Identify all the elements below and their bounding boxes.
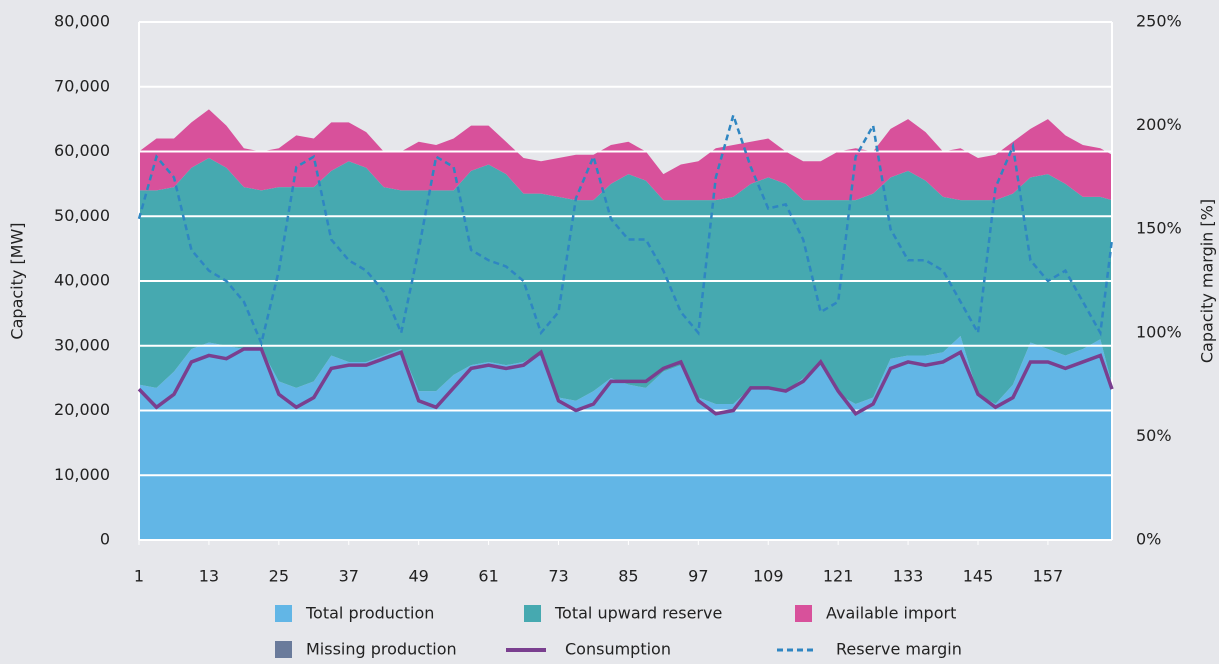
legend-item: Reserve margin — [777, 640, 962, 659]
y2-tick-label: 50% — [1136, 426, 1172, 445]
x-tick-label: 133 — [893, 567, 924, 586]
x-tick-label: 13 — [199, 567, 219, 586]
legend-swatch — [275, 641, 292, 658]
legend-item: Available import — [795, 604, 956, 623]
y-tick-label: 70,000 — [54, 76, 110, 95]
line — [137, 347, 1114, 416]
y2-tick-label: 150% — [1136, 219, 1182, 238]
x-tick-label: 145 — [963, 567, 994, 586]
y-tick-label: 10,000 — [54, 465, 110, 484]
x-tick-label: 97 — [688, 567, 708, 586]
legend-label: Reserve margin — [836, 640, 962, 659]
legend-label: Total production — [305, 604, 434, 623]
area — [139, 336, 1112, 540]
legend-item: Missing production — [275, 640, 457, 659]
legend-swatch — [524, 605, 541, 622]
x-tick-label: 157 — [1033, 567, 1064, 586]
x-tick-label: 25 — [269, 567, 289, 586]
y2-axis-label: Capacity margin [%] — [1198, 199, 1217, 363]
legend-label: Consumption — [565, 640, 671, 659]
x-tick-label: 1 — [134, 567, 144, 586]
y2-tick-label: 0% — [1136, 530, 1161, 549]
x-tick-label: 61 — [478, 567, 498, 586]
x-tick-label: 85 — [618, 567, 638, 586]
x-tick-label: 49 — [408, 567, 428, 586]
y-tick-label: 50,000 — [54, 206, 110, 225]
y-tick-label: 60,000 — [54, 141, 110, 160]
y2-tick-label: 250% — [1136, 12, 1182, 31]
x-tick-label: 109 — [753, 567, 784, 586]
legend-swatch — [275, 605, 292, 622]
y-tick-label: 0 — [100, 530, 110, 549]
y2-tick-label: 100% — [1136, 322, 1182, 341]
legend-swatch — [795, 605, 812, 622]
y-axis-label: Capacity [MW] — [8, 222, 27, 339]
y-tick-label: 40,000 — [54, 271, 110, 290]
legend-item: Consumption — [506, 640, 671, 659]
y-tick-label: 30,000 — [54, 335, 110, 354]
y2-tick-label: 200% — [1136, 115, 1182, 134]
legend-label: Missing production — [306, 640, 457, 659]
legend-item: Total upward reserve — [524, 604, 722, 623]
x-tick-label: 121 — [823, 567, 854, 586]
x-tick-label: 73 — [548, 567, 568, 586]
dashed-line — [137, 111, 1114, 348]
legend-item: Total production — [275, 604, 434, 623]
area — [139, 109, 1112, 201]
legend-label: Available import — [826, 604, 956, 623]
y-tick-label: 20,000 — [54, 400, 110, 419]
legend-label: Total upward reserve — [554, 604, 722, 623]
y-tick-label: 80,000 — [54, 12, 110, 31]
x-tick-label: 37 — [339, 567, 359, 586]
